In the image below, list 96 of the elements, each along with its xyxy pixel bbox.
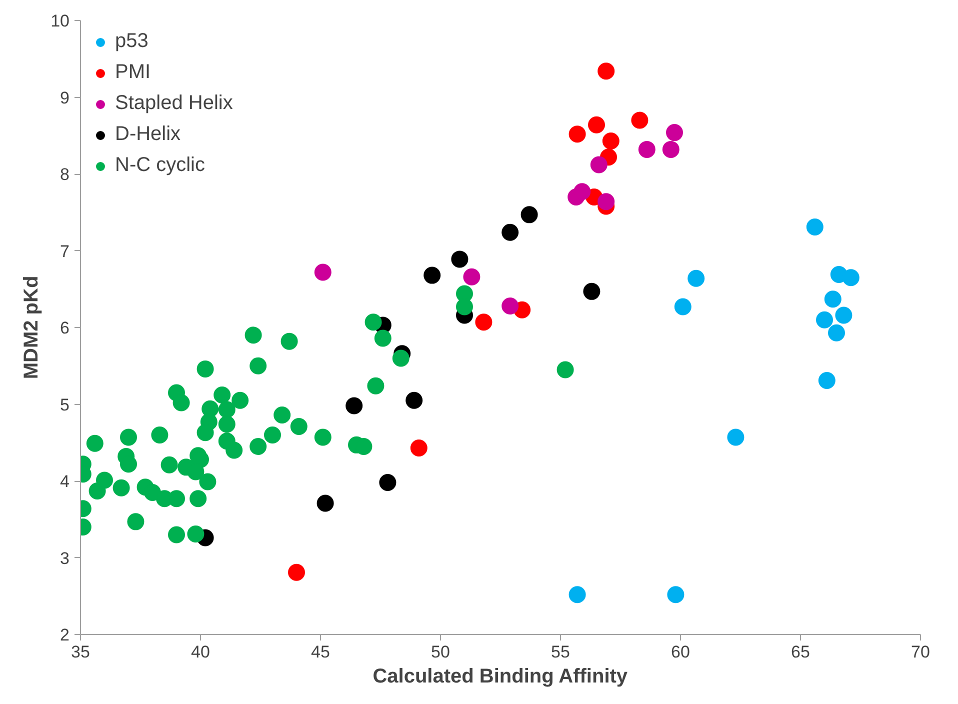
x-axis-title: Calculated Binding Affinity <box>372 666 628 688</box>
point <box>662 140 680 158</box>
point <box>456 298 473 316</box>
legend-label: N-C cyclic <box>115 154 205 177</box>
point <box>280 332 298 350</box>
x-tick-label: 55 <box>551 642 570 662</box>
point <box>502 224 519 241</box>
point <box>374 330 392 347</box>
point <box>172 394 190 412</box>
legend-label: p53 <box>115 30 148 53</box>
point <box>842 269 860 286</box>
point <box>475 314 492 331</box>
legend-label: Stapled Helix <box>115 92 233 115</box>
point <box>250 438 267 455</box>
point <box>568 126 586 143</box>
point <box>598 62 615 80</box>
point <box>264 426 281 444</box>
point <box>602 132 620 150</box>
point <box>244 326 262 344</box>
point <box>666 124 683 142</box>
y-tick-label: 7 <box>60 242 70 261</box>
point <box>96 472 113 489</box>
point <box>574 183 591 200</box>
point <box>520 206 538 224</box>
point <box>824 290 842 308</box>
point <box>346 397 363 414</box>
point <box>598 193 615 210</box>
point <box>424 266 441 284</box>
point <box>86 434 104 452</box>
x-tick-label: 70 <box>911 642 930 662</box>
point <box>727 428 744 446</box>
y-tick-label: 9 <box>60 88 70 108</box>
point <box>463 268 480 286</box>
point <box>187 463 204 480</box>
y-axis-title: MDM2 pKd <box>20 276 43 380</box>
point <box>226 442 243 459</box>
point <box>250 357 267 374</box>
legend-label: PMI <box>115 61 151 84</box>
point <box>218 401 236 418</box>
point <box>631 112 648 129</box>
point <box>568 586 586 604</box>
point <box>406 392 423 409</box>
y-tick-label: 8 <box>60 165 70 184</box>
point <box>364 314 382 331</box>
point <box>196 360 214 378</box>
point <box>127 513 144 530</box>
x-tick-label: 35 <box>71 642 90 662</box>
point <box>688 270 705 287</box>
point <box>314 428 332 446</box>
point <box>214 386 231 404</box>
point <box>316 494 334 512</box>
point <box>367 377 384 394</box>
point <box>816 311 833 328</box>
point <box>218 416 236 433</box>
point <box>828 324 845 342</box>
y-tick-label: 10 <box>50 12 70 30</box>
point <box>410 440 428 456</box>
point <box>502 298 519 314</box>
point <box>314 264 332 281</box>
point <box>120 428 137 446</box>
point <box>379 474 396 492</box>
point <box>556 361 574 378</box>
point <box>112 479 130 496</box>
point <box>806 218 824 236</box>
point <box>451 250 468 268</box>
point <box>674 298 692 316</box>
point <box>638 140 656 158</box>
point <box>274 406 291 424</box>
point <box>590 156 608 174</box>
point <box>818 372 836 389</box>
point <box>187 525 204 542</box>
point <box>199 473 216 490</box>
y-tick-label: 4 <box>60 472 70 491</box>
point <box>196 424 214 442</box>
legend-label: D-Helix <box>115 123 181 146</box>
y-tick-label: 3 <box>60 548 70 568</box>
point <box>667 586 684 604</box>
point <box>151 426 168 444</box>
x-tick-label: 40 <box>191 642 210 662</box>
point <box>392 350 410 367</box>
y-tick-label: 5 <box>60 395 70 414</box>
point <box>190 490 207 508</box>
point <box>232 392 249 409</box>
y-tick-label: 2 <box>60 626 70 644</box>
x-tick-label: 60 <box>671 642 690 662</box>
point <box>160 456 178 474</box>
point <box>835 306 852 324</box>
point <box>288 564 305 581</box>
point <box>168 526 185 544</box>
point <box>583 282 600 300</box>
x-tick-label: 50 <box>431 642 450 662</box>
x-tick-label: 45 <box>311 642 330 662</box>
point <box>588 116 605 134</box>
point <box>290 418 308 435</box>
x-tick-label: 65 <box>791 642 810 662</box>
y-tick-label: 6 <box>60 318 70 338</box>
